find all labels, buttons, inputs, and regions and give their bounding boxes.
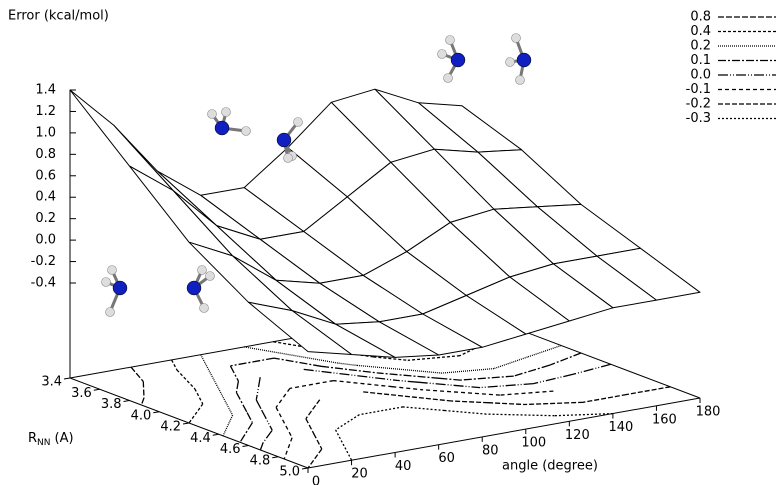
y-tick-label: 4.2 <box>160 420 181 435</box>
x-tick-label: 140 <box>608 420 633 435</box>
legend-label: 0.0 <box>690 68 711 83</box>
y-tick-label: 4.0 <box>131 408 152 423</box>
y-tick-label: 4.4 <box>190 431 211 446</box>
y-tick <box>243 446 249 447</box>
x-tick-label: 40 <box>395 459 412 474</box>
atom-h <box>294 118 303 127</box>
atom-n <box>215 121 229 135</box>
chart: Error (kcal/mol) angle (degree) RNN (A) 0… <box>0 0 781 485</box>
atom-h <box>284 154 293 163</box>
legend-label: 0.2 <box>690 39 711 54</box>
legend-label: -0.3 <box>686 111 711 126</box>
atom-h <box>108 266 117 275</box>
x-axis-label: angle (degree) <box>502 459 598 474</box>
z-tick-label: 0.6 <box>35 168 56 183</box>
y-tick-label: 4.8 <box>250 453 271 468</box>
z-tick-label: 0.8 <box>35 147 56 162</box>
x-tick-label: 120 <box>565 428 590 443</box>
atom-h <box>446 36 455 45</box>
y-tick-label: 3.4 <box>41 375 62 390</box>
atom-h <box>512 34 521 43</box>
x-tick-label: 180 <box>696 405 721 420</box>
z-tick-label: 1.2 <box>35 104 56 119</box>
z-tick-label: 1.4 <box>35 83 56 98</box>
atom-h <box>444 74 453 83</box>
y-axis-label: RNN (A) <box>28 431 74 448</box>
surface-cell <box>70 90 173 191</box>
atom-n <box>277 133 291 147</box>
legend-label: 0.1 <box>690 53 711 68</box>
atom-h <box>438 50 447 59</box>
z-axis-label: Error (kcal/mol) <box>8 9 109 24</box>
y-tick <box>64 378 70 379</box>
x-tick-label: 160 <box>652 412 677 427</box>
atom-h <box>200 304 209 313</box>
y-tick <box>213 434 219 435</box>
contour <box>276 381 553 459</box>
x-tick-label: 100 <box>521 436 546 451</box>
y-tick-label: 4.6 <box>220 442 241 457</box>
atom-h <box>506 58 515 67</box>
z-tick-label: 0.0 <box>35 233 56 248</box>
y-tick <box>153 412 159 413</box>
legend-label: -0.1 <box>686 82 711 97</box>
atom-n <box>451 53 465 67</box>
y-tick <box>302 468 308 469</box>
atom-h <box>206 272 215 281</box>
y-tick-label: 5.0 <box>279 465 300 480</box>
atom-n <box>517 53 531 67</box>
legend-label: -0.2 <box>686 97 711 112</box>
atom-h <box>242 127 251 136</box>
x-axis-line <box>308 398 700 468</box>
y-label-sub: NN <box>37 438 50 448</box>
y-tick <box>272 457 278 458</box>
x-tick-label: 0 <box>312 475 320 485</box>
legend-label: 0.4 <box>690 24 711 39</box>
z-tick-label: -0.2 <box>31 254 56 269</box>
atom-n <box>187 281 201 295</box>
y-label-unit: (A) <box>55 431 74 446</box>
y-tick-label: 3.6 <box>71 386 92 401</box>
y-tick <box>94 389 100 390</box>
z-tick-label: 1.0 <box>35 125 56 140</box>
x-tick-label: 80 <box>482 443 499 458</box>
atom-h <box>102 278 111 287</box>
atom-h <box>516 76 525 85</box>
y-label-main: R <box>28 431 37 446</box>
atom-n <box>113 281 127 295</box>
z-tick-label: 0.2 <box>35 211 56 226</box>
z-tick-label: 0.4 <box>35 190 56 205</box>
atom-h <box>198 266 207 275</box>
y-tick <box>124 401 130 402</box>
x-tick-label: 20 <box>351 467 368 482</box>
y-tick <box>183 423 189 424</box>
contour <box>201 346 562 436</box>
atom-h <box>208 110 217 119</box>
y-tick-label: 3.8 <box>101 397 122 412</box>
atom-h <box>222 108 231 117</box>
atom-h <box>106 308 115 317</box>
x-tick-label: 60 <box>438 451 455 466</box>
legend-label: 0.8 <box>690 10 711 25</box>
z-tick-label: -0.4 <box>31 276 56 291</box>
